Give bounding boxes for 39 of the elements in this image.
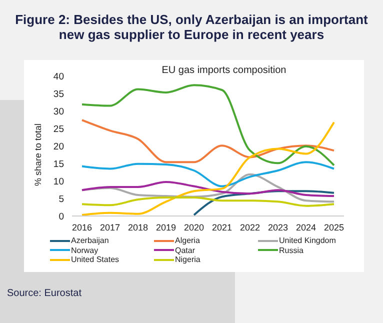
line-series: [81, 181, 335, 198]
y-tick-label: 0: [58, 211, 64, 222]
x-tick-label: 2018: [128, 222, 148, 232]
y-tick-label: 25: [53, 124, 64, 135]
line-series: [81, 84, 335, 166]
y-tick-label: 15: [53, 158, 64, 170]
line-series: [81, 161, 335, 188]
x-tick-label: 2019: [156, 222, 176, 232]
line-series: [81, 119, 335, 164]
legend-label: Qatar: [175, 246, 196, 255]
line-series: [193, 190, 335, 216]
y-tick-label: 5: [58, 194, 64, 205]
x-tick-label: 2023: [268, 222, 288, 232]
legend-label: United States: [71, 255, 120, 264]
y-tick-label: 30: [53, 106, 64, 118]
legend-label: Algeria: [175, 236, 200, 246]
line-series: [81, 173, 335, 203]
legend-label: Norway: [71, 246, 98, 255]
x-tick-label: 2020: [184, 222, 204, 232]
x-tick-label: 2022: [240, 222, 260, 232]
legend-label: United Kingdom: [279, 236, 336, 246]
source-note: Source: Eurostat: [7, 288, 82, 299]
y-axis-title: % share to total: [33, 123, 44, 186]
legend-label: Azerbaijan: [71, 236, 109, 246]
y-tick-label: 35: [53, 88, 64, 100]
y-tick-label: 10: [53, 176, 64, 188]
x-tick-label: 2016: [72, 222, 92, 232]
y-tick-label: 20: [53, 141, 64, 152]
y-tick-label: 40: [53, 71, 64, 82]
legend-label: Nigeria: [175, 255, 200, 264]
line-series: [81, 121, 335, 216]
x-tick-label: 2024: [296, 222, 316, 232]
legend-label: Russia: [279, 246, 304, 255]
line-series: [81, 196, 335, 207]
chart-title: Figure 2: Besides the US, only Azerbaijan is an important new gas supplier to Europe in recent years: [14, 12, 369, 42]
x-tick-label: 2021: [212, 222, 232, 232]
x-tick-label: 2017: [100, 222, 120, 232]
x-tick-label: 2025: [324, 222, 344, 232]
chart-subtitle: EU gas imports composition: [160, 65, 288, 76]
